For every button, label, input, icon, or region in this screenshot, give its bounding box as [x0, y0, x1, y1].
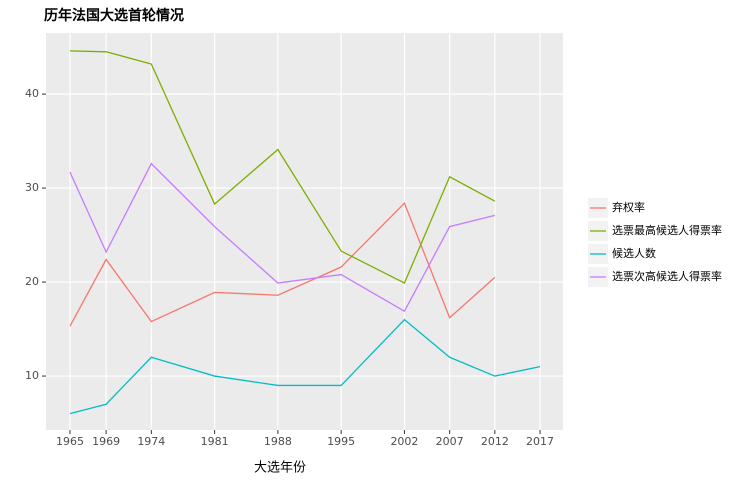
series-line — [69, 162, 495, 313]
series-line — [69, 201, 496, 327]
legend-label: 选票最高候选人得票率 — [612, 223, 722, 237]
series-line — [69, 318, 541, 415]
legend-label: 选票次高候选人得票率 — [612, 269, 722, 283]
x-tick-label: 2002 — [390, 435, 418, 448]
x-tick-label: 1995 — [327, 435, 355, 448]
series-line — [69, 50, 496, 284]
plot-panel — [46, 33, 563, 430]
y-tick-label: 10 — [25, 369, 39, 382]
x-tick-label: 1981 — [201, 435, 229, 448]
y-tick-label: 20 — [25, 275, 39, 288]
x-tick-label: 2012 — [481, 435, 509, 448]
x-tick-label: 1974 — [137, 435, 165, 448]
y-tick-label: 30 — [25, 181, 39, 194]
x-axis-label: 大选年份 — [254, 461, 306, 476]
x-tick-label: 2007 — [436, 435, 464, 448]
x-tick-label: 1969 — [92, 435, 120, 448]
x-tick-label: 1965 — [56, 435, 84, 448]
x-tick-label: 2017 — [526, 435, 554, 448]
x-tick-label: 1988 — [264, 435, 292, 448]
legend-label: 候选人数 — [612, 246, 656, 260]
legend-label: 弃权率 — [612, 200, 645, 214]
chart-title: 历年法国大选首轮情况 — [44, 7, 184, 24]
y-tick-label: 40 — [25, 87, 39, 100]
